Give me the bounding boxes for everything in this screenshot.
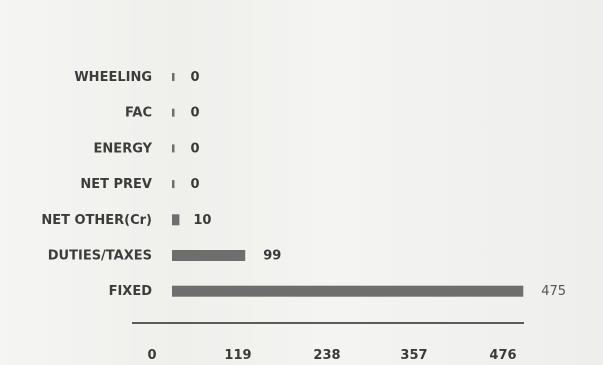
category-label: FAC — [125, 106, 152, 121]
category-label: NET PREV — [80, 177, 152, 192]
category-label: DUTIES/TAXES — [48, 249, 152, 264]
x-tick-label: 238 — [313, 348, 340, 363]
category-label: FIXED — [109, 284, 153, 299]
data-label: 0 — [191, 141, 200, 156]
bar — [172, 73, 175, 81]
x-tick-label: 357 — [400, 348, 427, 363]
data-label: 475 — [541, 284, 566, 299]
bar — [172, 108, 175, 117]
x-tick-label: 476 — [489, 348, 516, 363]
category-label: WHEELING — [74, 70, 152, 85]
category-label: NET OTHER(Cr) — [41, 213, 152, 228]
data-label: 0 — [191, 106, 200, 121]
data-label: 0 — [191, 177, 200, 192]
data-label: 99 — [263, 249, 281, 264]
x-tick-label: 0 — [147, 348, 156, 363]
data-label: 10 — [193, 213, 211, 228]
bar — [172, 214, 180, 226]
data-label: 0 — [191, 70, 200, 85]
bar — [172, 180, 175, 189]
bar — [172, 144, 175, 153]
category-label: ENERGY — [94, 141, 153, 156]
bar — [172, 285, 524, 297]
x-tick-label: 119 — [224, 348, 251, 363]
bar — [172, 250, 246, 261]
